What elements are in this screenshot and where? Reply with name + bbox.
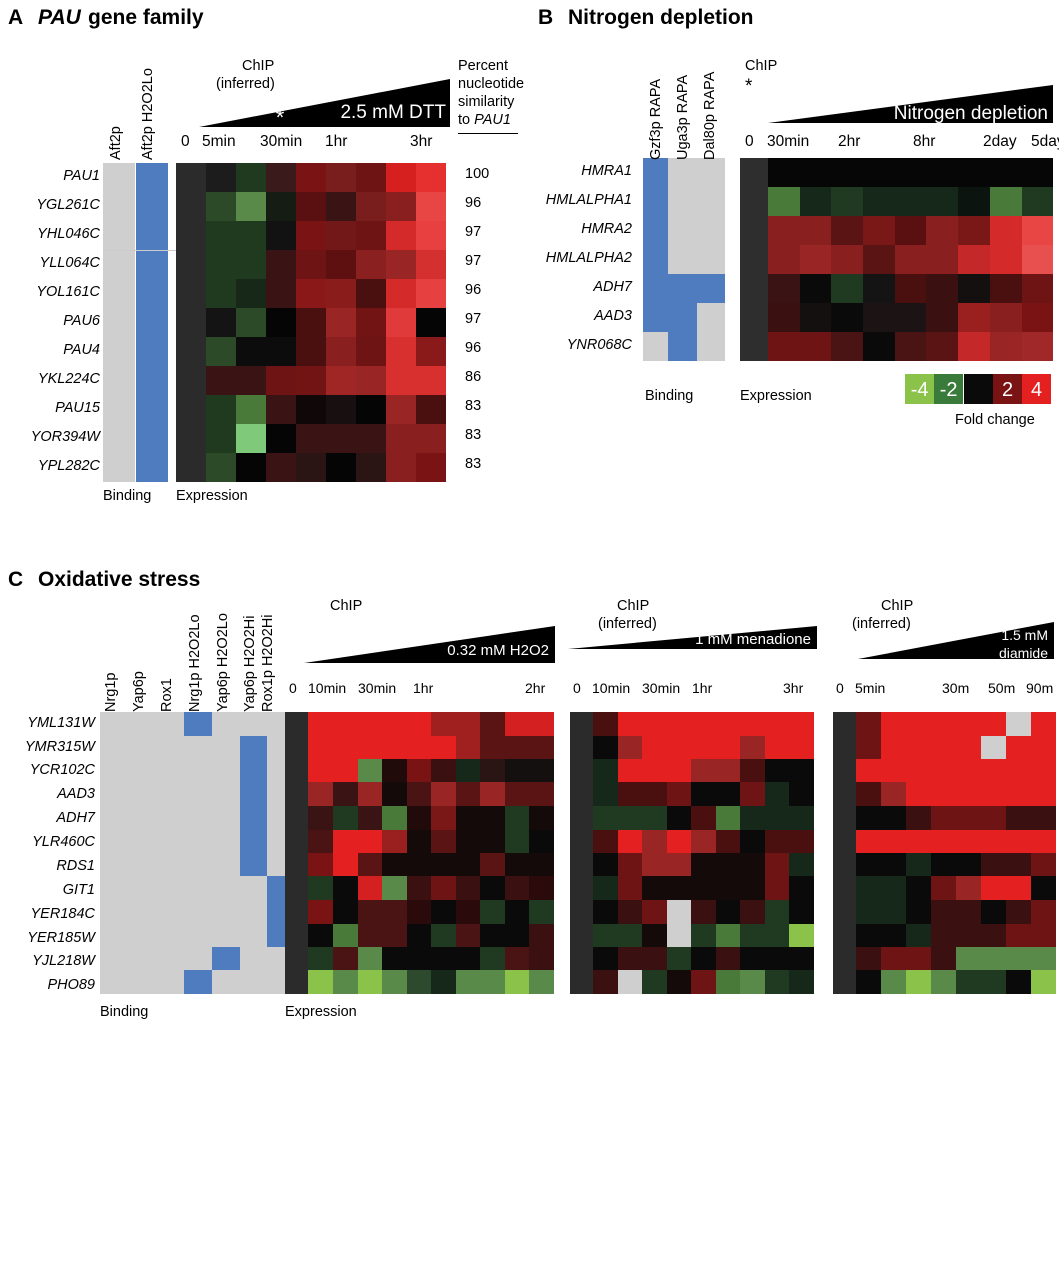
svg-text:Nitrogen depletion: Nitrogen depletion	[894, 103, 1048, 124]
svg-text:*: *	[341, 643, 348, 662]
svg-text:*: *	[890, 642, 897, 660]
svg-text:1 mM menadione: 1 mM menadione	[695, 631, 811, 648]
svg-text:*: *	[276, 105, 285, 128]
svg-text:*: *	[605, 631, 612, 650]
svg-text:2.5 mM DTT: 2.5 mM DTT	[340, 102, 446, 123]
svg-text:1.5 mM: 1.5 mM	[1001, 627, 1048, 643]
svg-text:0.32 mM H2O2: 0.32 mM H2O2	[447, 642, 549, 659]
svg-text:diamide: diamide	[999, 645, 1048, 660]
